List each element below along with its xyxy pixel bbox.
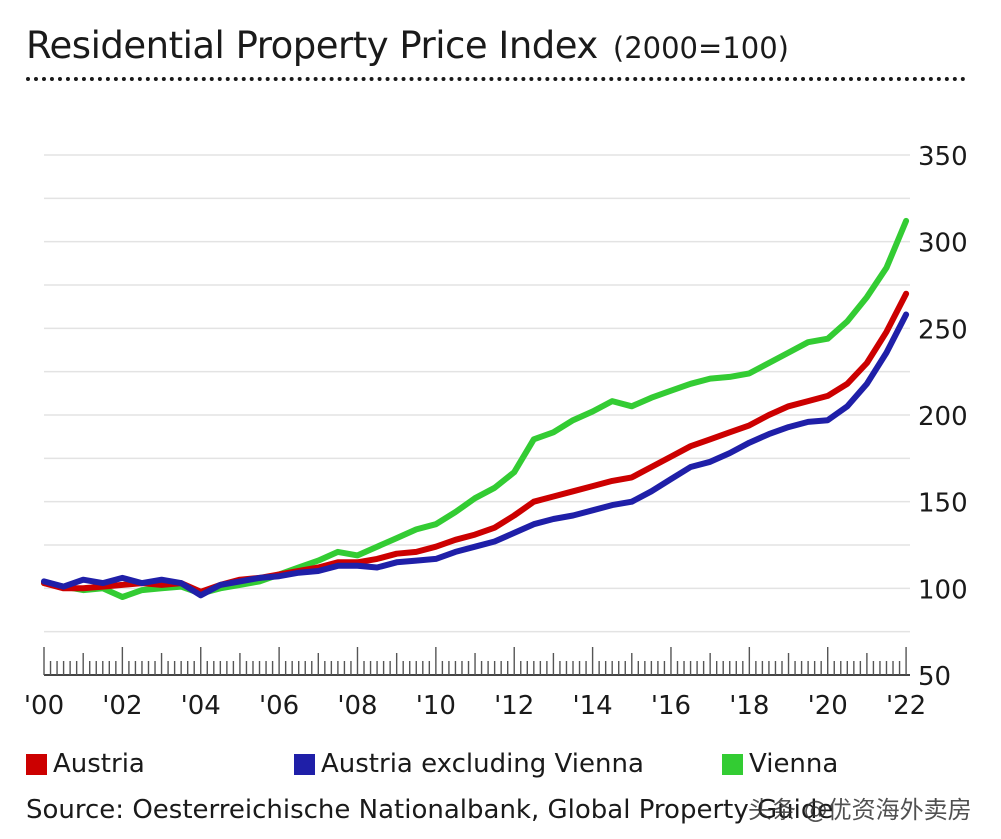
title-divider [26, 77, 966, 81]
x-tick-label: '18 [729, 691, 769, 721]
legend-item-vienna: Vienna [722, 748, 838, 780]
source-note: Source: Oesterreichische Nationalbank, G… [26, 795, 834, 825]
x-tick-label: '00 [24, 691, 64, 721]
x-tick-label: '20 [808, 691, 848, 721]
chart-title: Residential Property Price Index (2000=1… [26, 24, 789, 67]
x-tick-label: '16 [651, 691, 691, 721]
x-tick-label: '10 [416, 691, 456, 721]
legend-label-austria: Austria [53, 749, 145, 779]
y-tick-label: 250 [918, 315, 968, 345]
x-tick-label: '14 [572, 691, 612, 721]
y-tick-label: 100 [918, 575, 968, 605]
y-tick-label: 350 [918, 142, 968, 172]
x-tick-label: '06 [259, 691, 299, 721]
legend-item-austria-excluding-vienna: Austria excluding Vienna [294, 748, 644, 780]
legend-swatch-austria-excluding-vienna [294, 753, 315, 775]
x-tick-label: '08 [337, 691, 377, 721]
chart-title-text: Residential Property Price Index [26, 24, 598, 67]
series-line-austria-excluding-vienna [41, 311, 910, 599]
y-tick-label: 300 [918, 229, 968, 259]
y-tick-label: 150 [918, 489, 968, 519]
x-tick-label: '02 [102, 691, 142, 721]
chart-subtitle: (2000=100) [612, 31, 789, 65]
legend-label-vienna: Vienna [749, 749, 839, 779]
legend-swatch-austria [26, 753, 47, 775]
legend-item-austria: Austria [26, 748, 145, 780]
x-tick-label: '22 [886, 691, 926, 721]
watermark: 头条 @优资海外卖房 [748, 796, 972, 824]
x-tick-label: '04 [181, 691, 221, 721]
legend-label-austria-excluding-vienna: Austria excluding Vienna [321, 749, 644, 779]
legend-swatch-vienna [722, 753, 743, 775]
x-tick-label: '12 [494, 691, 534, 721]
y-tick-label: 200 [918, 402, 968, 432]
y-tick-label: 50 [918, 662, 951, 692]
